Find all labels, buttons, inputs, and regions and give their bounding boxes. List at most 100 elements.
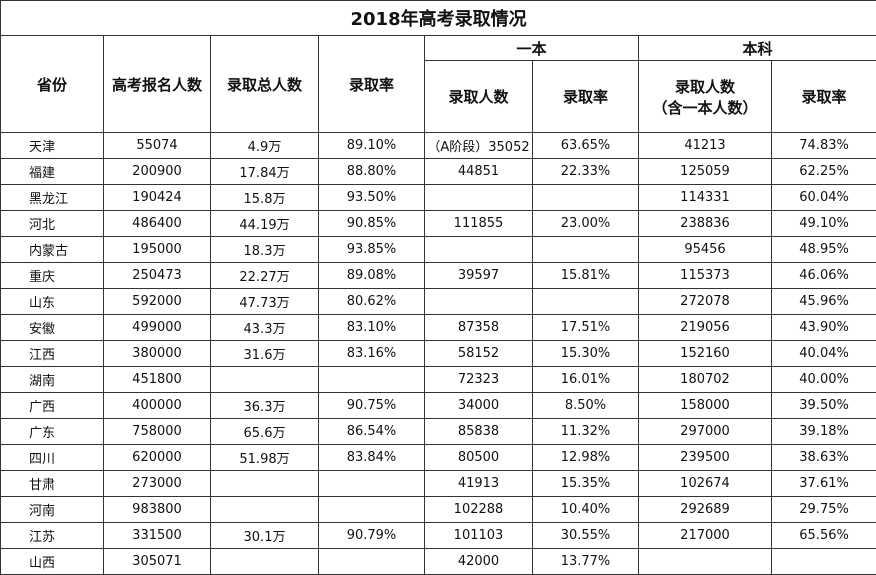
cell-text: 95456 xyxy=(684,242,726,257)
data-cell: 451800 xyxy=(103,366,211,393)
data-cell: 8.50% xyxy=(532,392,639,419)
data-cell xyxy=(210,366,319,393)
data-cell: 111855 xyxy=(424,210,533,237)
data-row: 内蒙古 195000 18.3万 93.85% 95456 48.95% xyxy=(0,236,876,263)
data-cell: 17.84万 xyxy=(210,158,319,185)
data-cell: 41913 xyxy=(424,470,533,497)
cell-text: 湖南 xyxy=(29,374,56,389)
data-cell: 51.98万 xyxy=(210,444,319,471)
cell-text: 省份 xyxy=(36,75,67,94)
cell-text: 一本 xyxy=(516,39,547,58)
cell-text: 80.62% xyxy=(346,294,397,309)
data-cell: 125059 xyxy=(638,158,772,185)
data-cell: 89.08% xyxy=(318,262,425,289)
cell-text: 499000 xyxy=(132,320,182,335)
cell-text: 217000 xyxy=(680,528,730,543)
data-cell: 17.51% xyxy=(532,314,639,341)
cell-text: 190424 xyxy=(132,190,182,205)
cell-text: 39.50% xyxy=(799,398,849,413)
province-cell: 江苏 xyxy=(0,522,104,549)
cell-text: 65.6万 xyxy=(243,426,286,441)
data-cell xyxy=(210,496,319,523)
data-cell xyxy=(210,548,319,575)
cell-text: 200900 xyxy=(132,164,182,179)
data-cell: （A阶段）35052 xyxy=(424,132,533,159)
cell-text: 8.50% xyxy=(564,398,607,413)
cell-text: 111855 xyxy=(453,216,504,231)
cell-text: 102288 xyxy=(453,502,504,517)
data-row: 四川 620000 51.98万 83.84% 80500 12.98% 239500 38.… xyxy=(0,444,876,471)
data-cell: 4.9万 xyxy=(210,132,319,159)
data-cell: 49.10% xyxy=(770,210,876,237)
province-cell: 甘肃 xyxy=(0,470,104,497)
cell-text: 内蒙古 xyxy=(29,244,69,259)
data-cell: 88.80% xyxy=(318,158,425,185)
data-cell: 48.95% xyxy=(770,236,876,263)
cell-text: 43.3万 xyxy=(243,322,286,337)
data-row: 安徽 499000 43.3万 83.10% 87358 17.51% 219056 43.9… xyxy=(0,314,876,341)
data-cell: 44851 xyxy=(424,158,533,185)
data-row: 山西 305071 42000 13.77% xyxy=(0,548,876,575)
cell-text: 273000 xyxy=(132,476,182,491)
cell-text: 30.1万 xyxy=(243,530,286,545)
province-cell: 山西 xyxy=(0,548,104,575)
cell-text: 88.80% xyxy=(346,164,397,179)
cell-text: 16.01% xyxy=(560,372,611,387)
data-cell: 499000 xyxy=(103,314,211,341)
data-cell: 43.3万 xyxy=(210,314,319,341)
data-cell: 10.40% xyxy=(532,496,639,523)
cell-text: 158000 xyxy=(680,398,730,413)
cell-text: 63.65% xyxy=(560,138,611,153)
cell-text: 录取率 xyxy=(348,75,394,94)
province-cell: 广西 xyxy=(0,392,104,419)
cell-text: 录取总人数 xyxy=(226,75,302,94)
data-cell: 18.3万 xyxy=(210,236,319,263)
cell-text: 89.10% xyxy=(346,138,397,153)
column-header: 录取率 xyxy=(318,35,425,133)
cell-text: 65.56% xyxy=(799,528,849,543)
data-cell: 80500 xyxy=(424,444,533,471)
province-cell: 河南 xyxy=(0,496,104,523)
data-cell: 195000 xyxy=(103,236,211,263)
province-cell: 黑龙江 xyxy=(0,184,104,211)
data-cell: 13.77% xyxy=(532,548,639,575)
data-cell: 74.83% xyxy=(770,132,876,159)
data-cell: 41213 xyxy=(638,132,772,159)
cell-text: 黑龙江 xyxy=(29,192,69,207)
data-cell: 16.01% xyxy=(532,366,639,393)
cell-text: 49.10% xyxy=(799,216,849,231)
data-row: 河北 486400 44.19万 90.85% 111855 23.00% 238836 49… xyxy=(0,210,876,237)
cell-text: 4.9万 xyxy=(247,140,282,155)
data-row: 福建 200900 17.84万 88.80% 44851 22.33% 125059 62.… xyxy=(0,158,876,185)
data-cell xyxy=(770,548,876,575)
data-row: 湖南 451800 72323 16.01% 180702 40.00% xyxy=(0,366,876,393)
data-cell: 380000 xyxy=(103,340,211,367)
cell-text: 43.90% xyxy=(799,320,849,335)
data-cell: 39.50% xyxy=(770,392,876,419)
cell-text: 48.95% xyxy=(799,242,849,257)
data-cell: 152160 xyxy=(638,340,772,367)
data-cell: 273000 xyxy=(103,470,211,497)
cell-text: 305071 xyxy=(132,554,182,569)
data-cell xyxy=(318,496,425,523)
cell-text: 62.25% xyxy=(799,164,849,179)
data-cell: 15.8万 xyxy=(210,184,319,211)
province-cell: 山东 xyxy=(0,288,104,315)
data-cell xyxy=(318,470,425,497)
cell-text: 甘肃 xyxy=(29,478,56,493)
cell-text: 80500 xyxy=(457,450,500,465)
cell-text: 101103 xyxy=(453,528,504,543)
data-cell: 758000 xyxy=(103,418,211,445)
province-cell: 内蒙古 xyxy=(0,236,104,263)
cell-text: 13.77% xyxy=(560,554,611,569)
cell-text: 37.61% xyxy=(799,476,849,491)
data-cell: 30.55% xyxy=(532,522,639,549)
data-cell: 102288 xyxy=(424,496,533,523)
cell-text: 400000 xyxy=(132,398,182,413)
cell-text: 23.00% xyxy=(560,216,611,231)
province-cell: 湖南 xyxy=(0,366,104,393)
data-cell xyxy=(638,548,772,575)
cell-text: 重庆 xyxy=(29,270,56,285)
cell-text: （A阶段）35052 xyxy=(427,140,530,155)
group-header: 一本 xyxy=(424,35,639,61)
